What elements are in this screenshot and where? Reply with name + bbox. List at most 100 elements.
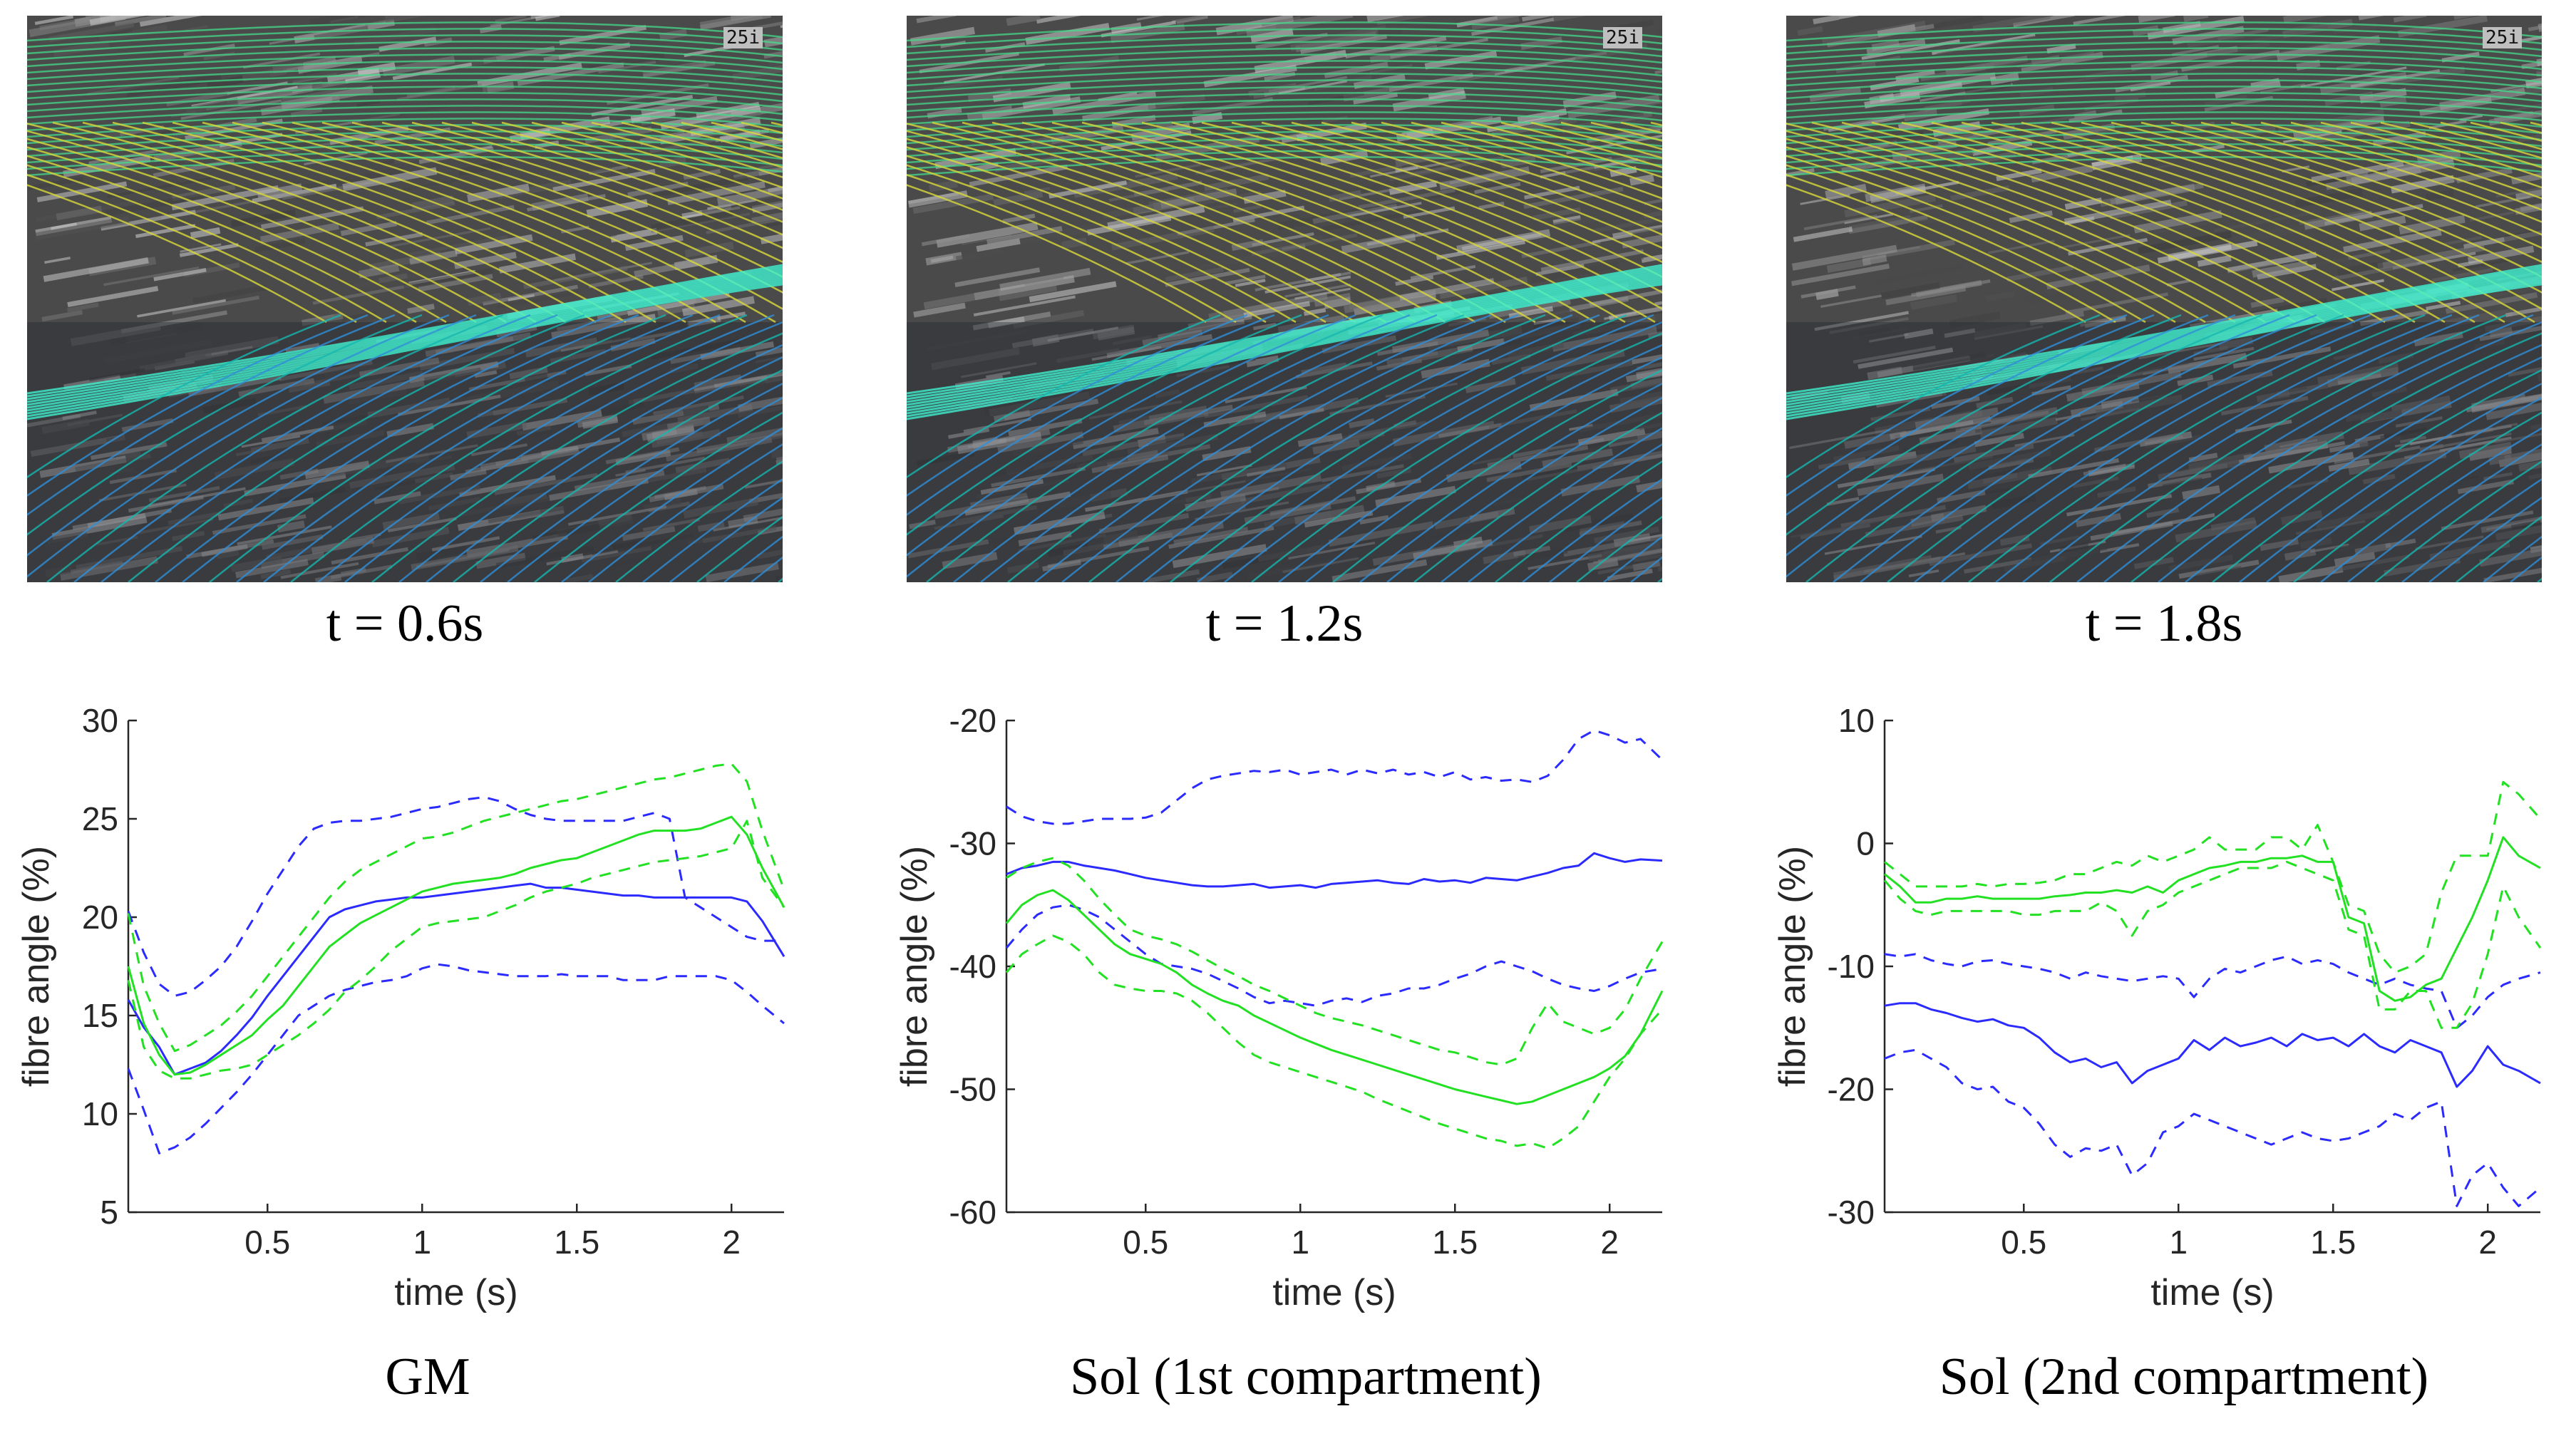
speckle-texture [917,450,975,467]
fibre-tract-middle [1786,164,2146,324]
fibre-tract-upper [907,105,1662,125]
overlay-label: 25i [723,27,763,48]
fibre-tract-upper [27,124,783,145]
speckle-texture [2278,564,2344,582]
speckle-texture [756,549,783,559]
speckle-texture [1828,115,1905,133]
speckle-texture [962,233,1012,245]
aponeurosis [1786,281,2542,418]
speckle-texture [2214,211,2315,232]
speckle-texture [1324,296,1351,309]
speckle-texture [1232,205,1305,222]
speckle-texture [1991,494,2036,510]
speckle-texture [1904,328,1934,339]
speckle-texture [1972,16,2051,33]
aponeurosis [907,270,1662,403]
speckle-texture [1542,448,1614,468]
speckle-texture [237,525,332,546]
speckle-texture [1813,16,1840,25]
aponeurosis [27,272,783,406]
speckle-texture [1848,215,1911,230]
speckle-texture [280,562,359,579]
series-line-green-mean [127,815,785,1076]
speckle-texture [121,418,174,433]
speckle-texture [1592,216,1662,234]
speckle-texture [1791,263,1890,286]
speckle-texture [1198,190,1262,206]
speckle-texture [991,464,1034,477]
speckle-texture [1204,395,1309,418]
speckle-texture [2345,411,2375,422]
speckle-texture [1976,396,2014,408]
speckle-texture [139,16,202,27]
speckle-texture [419,348,515,371]
speckle-texture [1255,32,1328,50]
fibre-tract-upper [1786,34,2542,55]
fibre-tract-lower [155,314,612,582]
fibre-tract-lower [1468,443,1662,582]
speckle-texture [1643,210,1662,219]
aponeurosis [27,270,783,403]
fibre-tract-middle [27,184,327,324]
speckle-texture [2046,264,2150,290]
speckle-texture [2183,16,2209,22]
y-tick-label: -60 [949,1194,996,1231]
fibre-tract-upper [27,66,783,87]
speckle-texture [503,512,548,522]
fibre-tract-middle [1411,121,1662,200]
speckle-texture [1826,24,1934,48]
speckle-texture [1633,553,1662,562]
series-line-blue-lower [127,963,785,1154]
speckle-texture [1148,405,1207,421]
speckle-texture [972,436,999,448]
fibre-tract-upper [1786,53,2542,74]
speckle-texture [1294,287,1351,300]
speckle-texture [961,362,1037,378]
speckle-texture [2309,543,2349,553]
speckle-texture [1949,311,2001,329]
fibre-tract-middle [441,121,783,236]
fibre-tract-middle [1081,121,1596,324]
fibre-tract-lower [907,314,1356,578]
fibre-tract-upper [907,34,1662,55]
speckle-texture [288,381,331,393]
fibre-tract-middle [112,121,627,324]
y-tick-label: -20 [949,702,996,739]
speckle-texture [1436,239,1525,260]
fibre-tract-lower [953,314,1411,582]
speckle-texture [930,347,1020,371]
speckle-texture [1354,73,1406,89]
speckle-texture [933,75,1003,91]
speckle-texture [488,505,566,524]
speckle-texture [2193,566,2242,578]
speckle-texture [1485,497,1523,507]
speckle-texture [1930,505,1987,522]
speckle-texture [631,329,681,342]
fibre-tract-upper [27,73,783,93]
speckle-texture [76,546,183,570]
speckle-texture [1246,355,1279,368]
fibre-tract-middle [1500,121,1662,169]
speckle-texture [104,339,213,364]
speckle-texture [1118,520,1225,547]
speckle-texture [909,520,936,529]
speckle-texture [90,442,168,460]
speckle-texture [1929,543,2033,567]
speckle-texture [36,181,128,202]
fibre-tract-middle [1841,121,2356,324]
fibre-tract-upper [27,53,783,74]
speckle-texture [453,380,560,407]
speckle-texture [2064,197,2103,210]
fibre-tract-lower [642,477,783,582]
speckle-texture [2197,254,2232,267]
speckle-texture [1277,314,1345,334]
speckle-texture [2131,393,2173,403]
speckle-texture [2515,204,2542,215]
fibre-tract-lower [588,443,783,582]
speckle-texture [1654,301,1662,306]
speckle-texture [2058,234,2131,249]
speckle-texture [2390,66,2466,86]
speckle-texture [2493,110,2534,123]
y-tick-label: 15 [82,997,118,1034]
speckle-texture [1345,36,1447,58]
